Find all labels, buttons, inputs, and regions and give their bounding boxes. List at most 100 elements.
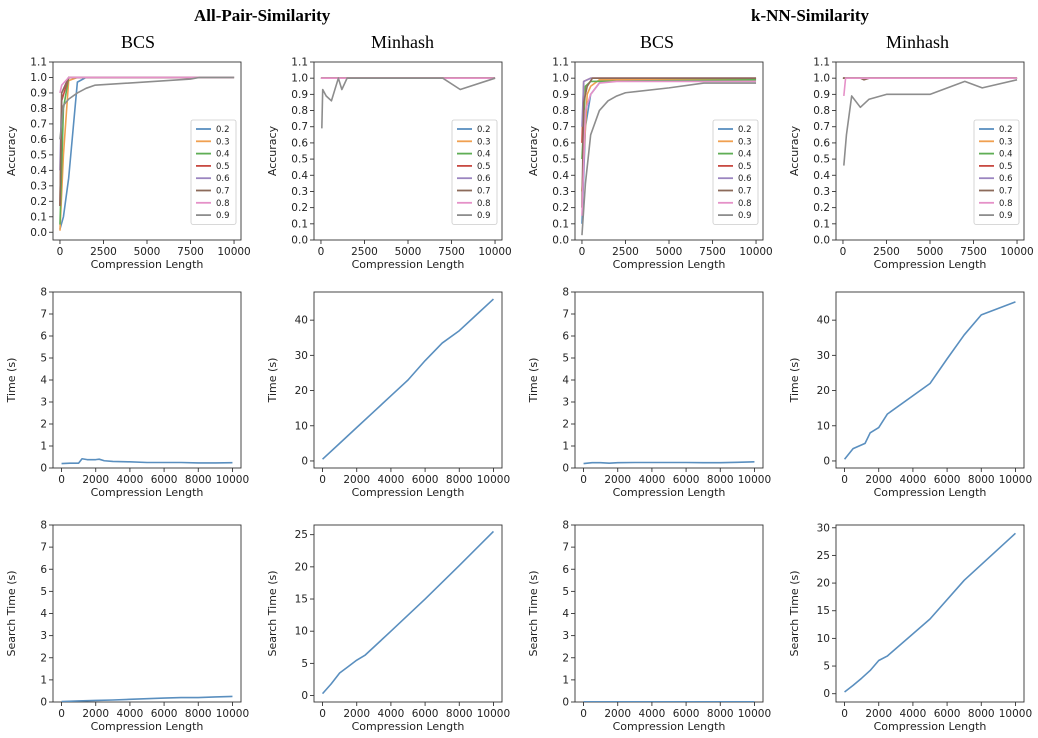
x-tick-label: 4000 (378, 708, 405, 720)
series-line-value (844, 532, 1016, 693)
series-line-value (61, 457, 233, 465)
x-tick-label: 10000 (999, 474, 1032, 486)
y-tick-label: 2 (562, 652, 569, 664)
x-tick-label: 10000 (477, 708, 510, 720)
legend-label: 0.4 (999, 150, 1013, 160)
y-tick-label: 4 (40, 375, 47, 387)
y-tick-label: 6 (40, 331, 47, 343)
x-tick-label: 6000 (673, 708, 700, 720)
y-tick-label: 0.5 (552, 154, 569, 166)
x-tick-label: 8000 (707, 708, 734, 720)
legend-box (190, 119, 237, 225)
y-tick-label: 1.1 (813, 57, 830, 69)
x-tick-label: 2000 (604, 708, 631, 720)
x-axis-label: Compression Length (613, 258, 726, 271)
legend-label: 0.3 (738, 137, 752, 147)
y-tick-label: 1 (40, 674, 47, 686)
plot-frame (313, 524, 503, 703)
x-tick-label: 8000 (968, 474, 995, 486)
y-tick-label: 5 (562, 353, 569, 365)
y-tick-label: 8 (40, 520, 47, 532)
y-tick-label: 5 (40, 586, 47, 598)
x-tick-label: 10000 (217, 246, 250, 258)
y-tick-label: 2 (40, 419, 47, 431)
y-tick-label: 0 (40, 463, 47, 475)
x-tick-label: 0 (580, 474, 587, 486)
y-tick-label: 10 (295, 626, 308, 638)
x-tick-label: 6000 (934, 474, 961, 486)
y-axis-label: Search Time (s) (788, 570, 801, 656)
y-tick-label: 25 (817, 550, 830, 562)
y-tick-label: 0.4 (552, 170, 569, 182)
legend-label: 0.3 (999, 137, 1013, 147)
series-line-0.8 (59, 76, 235, 94)
y-tick-label: 0.6 (291, 137, 308, 149)
x-tick-label: 0 (579, 246, 586, 258)
legend-label: 0.9 (999, 211, 1013, 221)
y-tick-label: 0.1 (552, 218, 569, 230)
x-tick-label: 10000 (999, 708, 1032, 720)
x-tick-label: 6000 (934, 708, 961, 720)
legend-label: 0.6 (216, 174, 230, 184)
x-tick-label: 2000 (865, 474, 892, 486)
series-group (583, 461, 755, 465)
x-tick-label: 8000 (185, 474, 212, 486)
series-group (61, 695, 233, 702)
x-tick-label: 0 (318, 246, 325, 258)
x-tick-label: 2000 (343, 708, 370, 720)
y-tick-label: 0.4 (813, 170, 830, 182)
x-tick-label: 2000 (604, 474, 631, 486)
x-tick-label: 10000 (478, 246, 511, 258)
legend-box (973, 119, 1020, 225)
y-tick-label: 5 (562, 586, 569, 598)
series-group (842, 77, 1018, 166)
x-tick-label: 4000 (639, 708, 666, 720)
y-tick-label: 3 (40, 397, 47, 409)
y-tick-label: 7 (562, 542, 569, 554)
chart-3: 0.0 0.1 0.2 0.3 0.4 0.5 0.6 0.7 0.8 0.9 1.0 1.1 0 250… (527, 57, 773, 272)
series-line-0.9 (59, 76, 235, 140)
x-tick-label: 5000 (656, 246, 683, 258)
y-tick-label: 30 (817, 522, 830, 534)
y-tick-label: 0.3 (552, 186, 569, 198)
legend-label: 0.8 (738, 199, 752, 209)
y-tick-label: 0 (301, 690, 308, 702)
y-tick-label: 1.0 (813, 73, 830, 85)
y-tick-label: 2 (562, 419, 569, 431)
y-tick-label: 0.0 (291, 235, 308, 247)
x-tick-label: 2500 (351, 246, 378, 258)
legend-label: 0.4 (216, 150, 230, 160)
chart-10: 0 5 10 15 20 25 0 2000 4000 6000 8000 10000 Compress… (266, 524, 510, 733)
y-tick-label: 30 (817, 350, 830, 362)
legend-box (451, 119, 498, 225)
y-tick-label: 0.9 (30, 87, 47, 99)
series-group (843, 301, 1016, 460)
legend-label: 0.9 (477, 211, 491, 221)
chart-4: 0.0 0.1 0.2 0.3 0.4 0.5 0.6 0.7 0.8 0.9 1.0 1.1 0 250… (788, 57, 1034, 272)
y-tick-label: 1.1 (291, 57, 308, 69)
legend-label: 0.2 (216, 125, 230, 135)
series-line-value (583, 461, 755, 465)
legend-label: 0.3 (477, 137, 491, 147)
y-axis-label: Search Time (s) (266, 570, 279, 656)
x-tick-label: 4000 (900, 708, 927, 720)
column-title-1: BCS (121, 32, 156, 52)
series-line-value (321, 530, 495, 695)
chart-2: 0.0 0.1 0.2 0.3 0.4 0.5 0.6 0.7 0.8 0.9 1.0 1.1 0 250… (266, 57, 512, 272)
y-tick-label: 20 (817, 385, 830, 397)
legend-label: 0.7 (216, 187, 230, 197)
y-tick-label: 0.0 (813, 235, 830, 247)
legend-label: 0.4 (477, 150, 491, 160)
y-tick-label: 6 (562, 564, 569, 576)
legend-label: 0.9 (216, 211, 230, 221)
x-axis-label: Compression Length (874, 258, 987, 271)
series-line-0.8 (581, 80, 757, 216)
x-tick-label: 0 (58, 474, 65, 486)
x-tick-label: 2000 (343, 474, 370, 486)
x-tick-label: 8000 (446, 708, 473, 720)
x-tick-label: 0 (58, 708, 65, 720)
x-tick-label: 6000 (412, 708, 439, 720)
series-line-0.6 (581, 77, 757, 127)
y-tick-label: 3 (40, 630, 47, 642)
y-tick-label: 0.2 (552, 202, 569, 214)
